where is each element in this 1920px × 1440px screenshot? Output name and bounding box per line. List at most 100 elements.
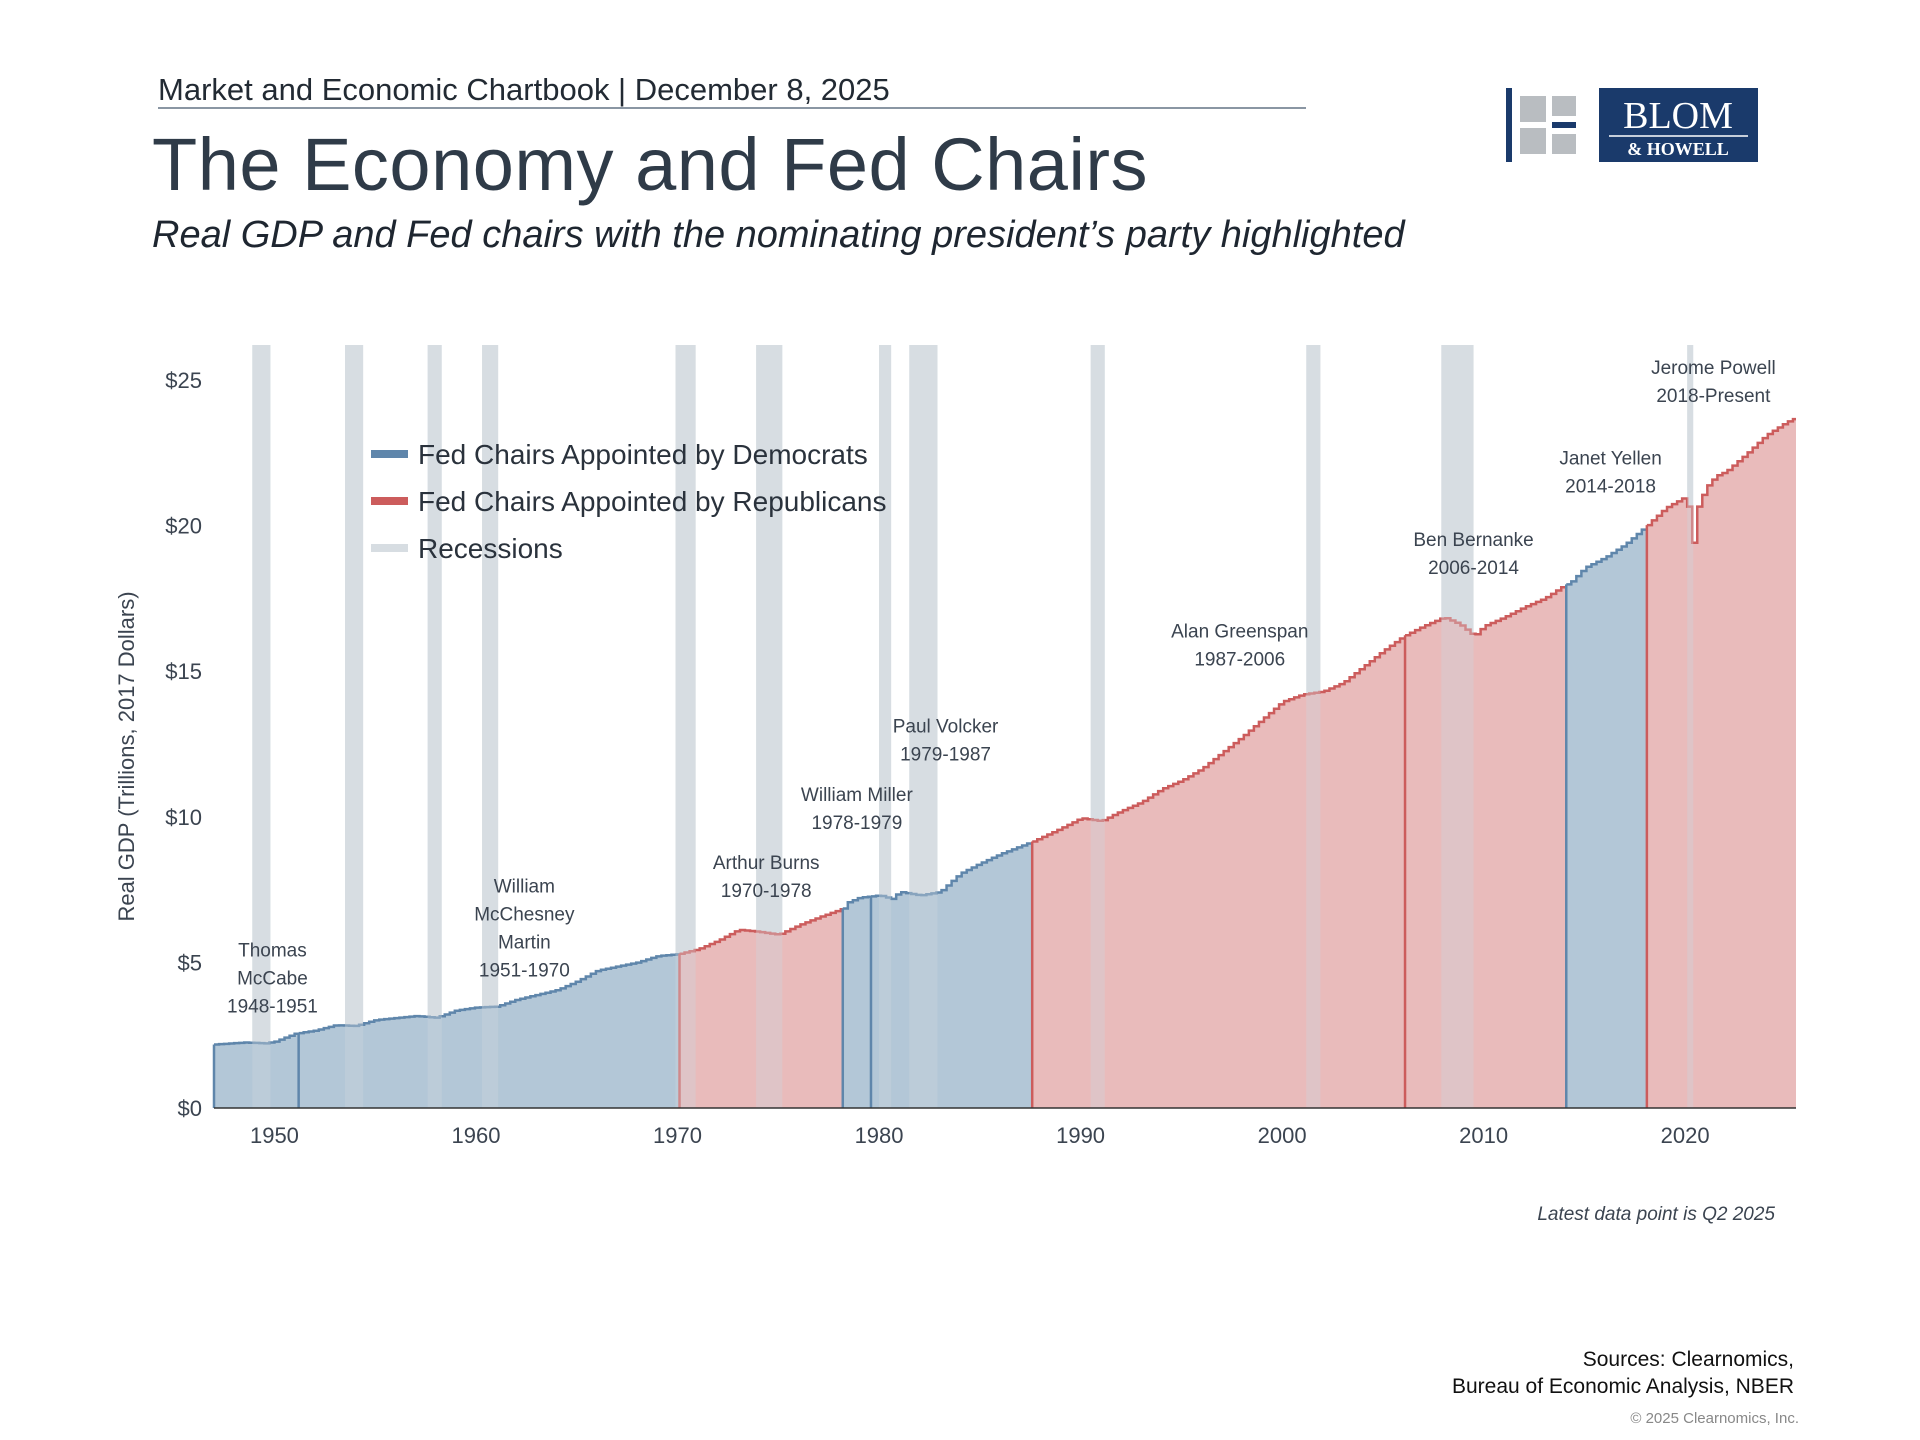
recession-overlay — [1090, 345, 1105, 1108]
x-tick-label: 2020 — [1661, 1123, 1710, 1148]
chair-annotation: Thomas McCabe 1948-1951 — [227, 941, 318, 1018]
gdp-line-segment — [1646, 417, 1796, 544]
annotation-line: 1970-1978 — [721, 881, 812, 902]
legend-swatch-rep — [371, 497, 408, 505]
annotation-line: Thomas — [238, 941, 307, 962]
annotation-line: Paul Volcker — [893, 716, 999, 737]
recession-band — [252, 345, 271, 1108]
y-tick-label: $25 — [165, 368, 202, 393]
chair-area-william-miller — [842, 896, 871, 1108]
sources-line-1: Sources: Clearnomics, — [1582, 1348, 1794, 1371]
annotation-line: 1987-2006 — [1194, 650, 1285, 671]
recession-overlay — [482, 345, 499, 1108]
logo-mark-block — [1552, 134, 1576, 154]
y-tick-label: $0 — [178, 1096, 202, 1121]
y-axis-label: Real GDP (Trillions, 2017 Dollars) — [114, 591, 139, 921]
x-tick-label: 1970 — [653, 1123, 702, 1148]
latest-data-note: Latest data point is Q2 2025 — [1537, 1204, 1775, 1225]
chair-area-thomas-mccabe — [214, 1033, 299, 1108]
chair-annotation: Alan Greenspan 1987-2006 — [1171, 622, 1308, 671]
gdp-line-segment — [842, 895, 871, 910]
recession-band — [675, 345, 696, 1108]
chair-area-william-mcchesney-martin — [298, 954, 680, 1108]
logo-word-blom: BLOM — [1623, 95, 1733, 137]
chair-annotation: Janet Yellen 2014-2018 — [1559, 448, 1662, 497]
legend-label-rec: Recessions — [418, 533, 563, 564]
annotation-line: 2006-2014 — [1428, 558, 1519, 579]
chair-area-arthur-burns — [679, 909, 843, 1108]
chair-annotation: William Miller 1978-1979 — [801, 785, 914, 834]
chair-annotation: Arthur Burns 1970-1978 — [713, 853, 820, 902]
recession-band — [427, 345, 442, 1108]
annotation-line: 2014-2018 — [1565, 476, 1656, 497]
gdp-line-segment — [870, 842, 1033, 901]
legend-label-dem: Fed Chairs Appointed by Democrats — [418, 439, 868, 470]
y-tick-label: $5 — [178, 950, 202, 975]
recession-overlay — [252, 345, 271, 1108]
chair-annotation: Ben Bernanke 2006-2014 — [1413, 530, 1533, 579]
chair-area-paul-volcker — [870, 843, 1033, 1108]
header-divider — [158, 107, 1306, 109]
recession-overlay — [675, 345, 696, 1108]
gdp-line-segment — [1405, 586, 1567, 637]
y-tick-label: $15 — [165, 659, 202, 684]
annotation-line: McChesney — [474, 905, 575, 926]
sources-line-2: Bureau of Economic Analysis, NBER — [1452, 1375, 1794, 1398]
x-tick-label: 2010 — [1459, 1123, 1508, 1148]
annotation-line: 1951-1970 — [479, 961, 570, 982]
legend-swatch-rec — [371, 544, 408, 552]
gdp-line-segment — [1566, 528, 1647, 586]
logo-mark-bar — [1506, 88, 1512, 162]
chair-area-alan-greenspan — [1032, 638, 1406, 1108]
x-tick-label: 1960 — [452, 1123, 501, 1148]
chair-annotation: William McChesney Martin 1951-1970 — [474, 877, 575, 982]
recession-overlay — [1441, 345, 1474, 1108]
annotation-line: William — [494, 877, 555, 898]
gdp-line-segment — [1032, 637, 1406, 843]
chair-area-jerome-powell — [1646, 419, 1796, 1109]
chair-annotation: Jerome Powell 2018-Present — [1651, 358, 1776, 407]
recession-overlay — [427, 345, 442, 1108]
annotation-line: 1979-1987 — [900, 744, 991, 765]
x-tick-label: 1950 — [250, 1123, 299, 1148]
page-title: The Economy and Fed Chairs — [152, 123, 1149, 206]
gdp-line-segment — [679, 908, 843, 956]
annotation-line: 2018-Present — [1656, 386, 1771, 407]
chair-area-ben-bernanke — [1405, 587, 1567, 1108]
blom-howell-logo: BLOM & HOWELL — [1506, 88, 1758, 162]
logo-mark-bar — [1552, 122, 1576, 128]
annotation-line: 1948-1951 — [227, 997, 318, 1018]
gdp-fed-chairs-chart: $0 $5 $10 $15 $20 $25 1950 1960 1970 1980 1990 2000… — [114, 345, 1796, 1148]
gdp-line-segment — [298, 953, 680, 1035]
y-tick-label: $10 — [165, 805, 202, 830]
logo-mark-block — [1520, 128, 1546, 154]
annotation-line: Janet Yellen — [1559, 448, 1662, 469]
x-tick-label: 2000 — [1258, 1123, 1307, 1148]
page-subtitle: Real GDP and Fed chairs with the nominat… — [152, 214, 1405, 256]
legend-swatch-dem — [371, 450, 408, 458]
sources: Sources: Clearnomics, Bureau of Economic… — [1452, 1346, 1794, 1400]
chair-area-janet-yellen — [1566, 529, 1647, 1108]
chair-annotation: Paul Volcker 1979-1987 — [893, 716, 999, 765]
logo-mark-block — [1520, 96, 1546, 122]
recession-overlay — [344, 345, 364, 1108]
logo-mark-block — [1552, 96, 1576, 116]
chartbook-header: Market and Economic Chartbook | December… — [158, 72, 890, 107]
annotation-line: Ben Bernanke — [1413, 530, 1533, 551]
recession-overlay — [909, 345, 938, 1108]
annotation-line: Alan Greenspan — [1171, 622, 1308, 643]
x-tick-label: 1990 — [1056, 1123, 1105, 1148]
annotation-line: 1978-1979 — [811, 813, 902, 834]
recession-overlay — [879, 345, 892, 1108]
x-tick-label: 1980 — [855, 1123, 904, 1148]
recession-overlay — [756, 345, 783, 1108]
annotation-line: William Miller — [801, 785, 914, 806]
annotation-line: Martin — [498, 933, 551, 954]
annotation-line: McCabe — [237, 969, 308, 990]
gdp-line-segment — [214, 1032, 299, 1046]
recession-band — [344, 345, 364, 1108]
legend-label-rep: Fed Chairs Appointed by Republicans — [418, 486, 887, 517]
y-tick-label: $20 — [165, 514, 202, 539]
recession-overlay — [1687, 345, 1694, 1108]
recession-overlay — [1306, 345, 1321, 1108]
